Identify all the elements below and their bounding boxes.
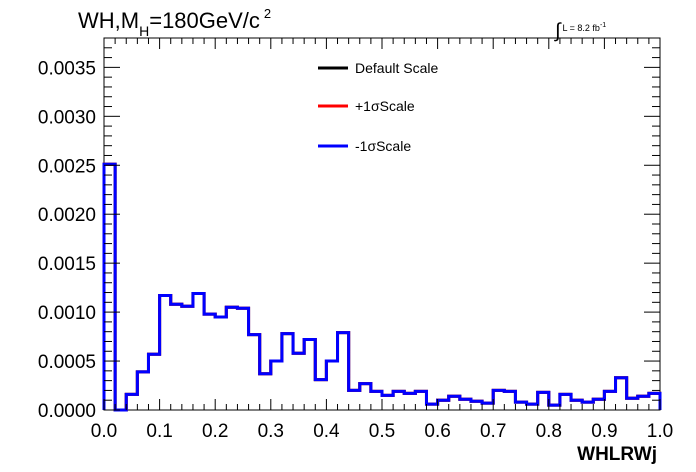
series-line-2 [102,162,662,412]
series-line-3 [102,162,662,412]
x-tick-label: 0.6 [424,421,450,442]
x-tick-label: 0.0 [91,421,117,442]
x-tick-label: 0.3 [258,421,284,442]
title-superscript: 2 [263,6,272,21]
x-tick-label: 0.5 [369,421,395,442]
y-tick-label: 0.0015 [38,254,96,275]
x-tick-label: 0.7 [480,421,506,442]
x-tick-label: 1.0 [647,421,673,442]
series-line-1 [102,162,662,412]
legend-label-2: +1σScale [355,98,415,114]
y-tick-label: 0.0030 [38,107,96,128]
legend-label-1: Default Scale [355,60,438,76]
plot-frame [103,37,661,411]
x-tick-label: 0.9 [591,421,617,442]
luminosity-superscript: -1 [599,22,607,29]
y-tick-label: 0.0010 [38,303,96,324]
y-tick-label: 0.0025 [38,156,96,177]
chart-title: WH,MH=180GeV/c 2 [78,6,272,39]
y-tick-label: 0.0020 [38,205,96,226]
x-axis-label: WHLRWj [577,444,657,465]
x-tick-label: 0.4 [313,421,340,442]
y-tick-label: 0.0000 [38,401,96,422]
x-tick-label: 0.1 [146,421,172,442]
x-tick-label: 0.8 [536,421,562,442]
y-tick-label: 0.0005 [38,352,96,373]
luminosity-text: L = 8.2 fb [562,23,600,33]
legend-label-3: -1σScale [355,138,411,154]
y-tick-label: 0.0035 [38,58,96,79]
integral-symbol: ∫ [555,20,561,42]
x-tick-label: 0.2 [202,421,228,442]
title-rest: =180GeV/c [149,8,260,33]
title-main: WH,M [78,8,140,33]
luminosity-label: ∫ L = 8.2 fb-1 [555,14,607,42]
title-subscript: H [139,23,150,39]
